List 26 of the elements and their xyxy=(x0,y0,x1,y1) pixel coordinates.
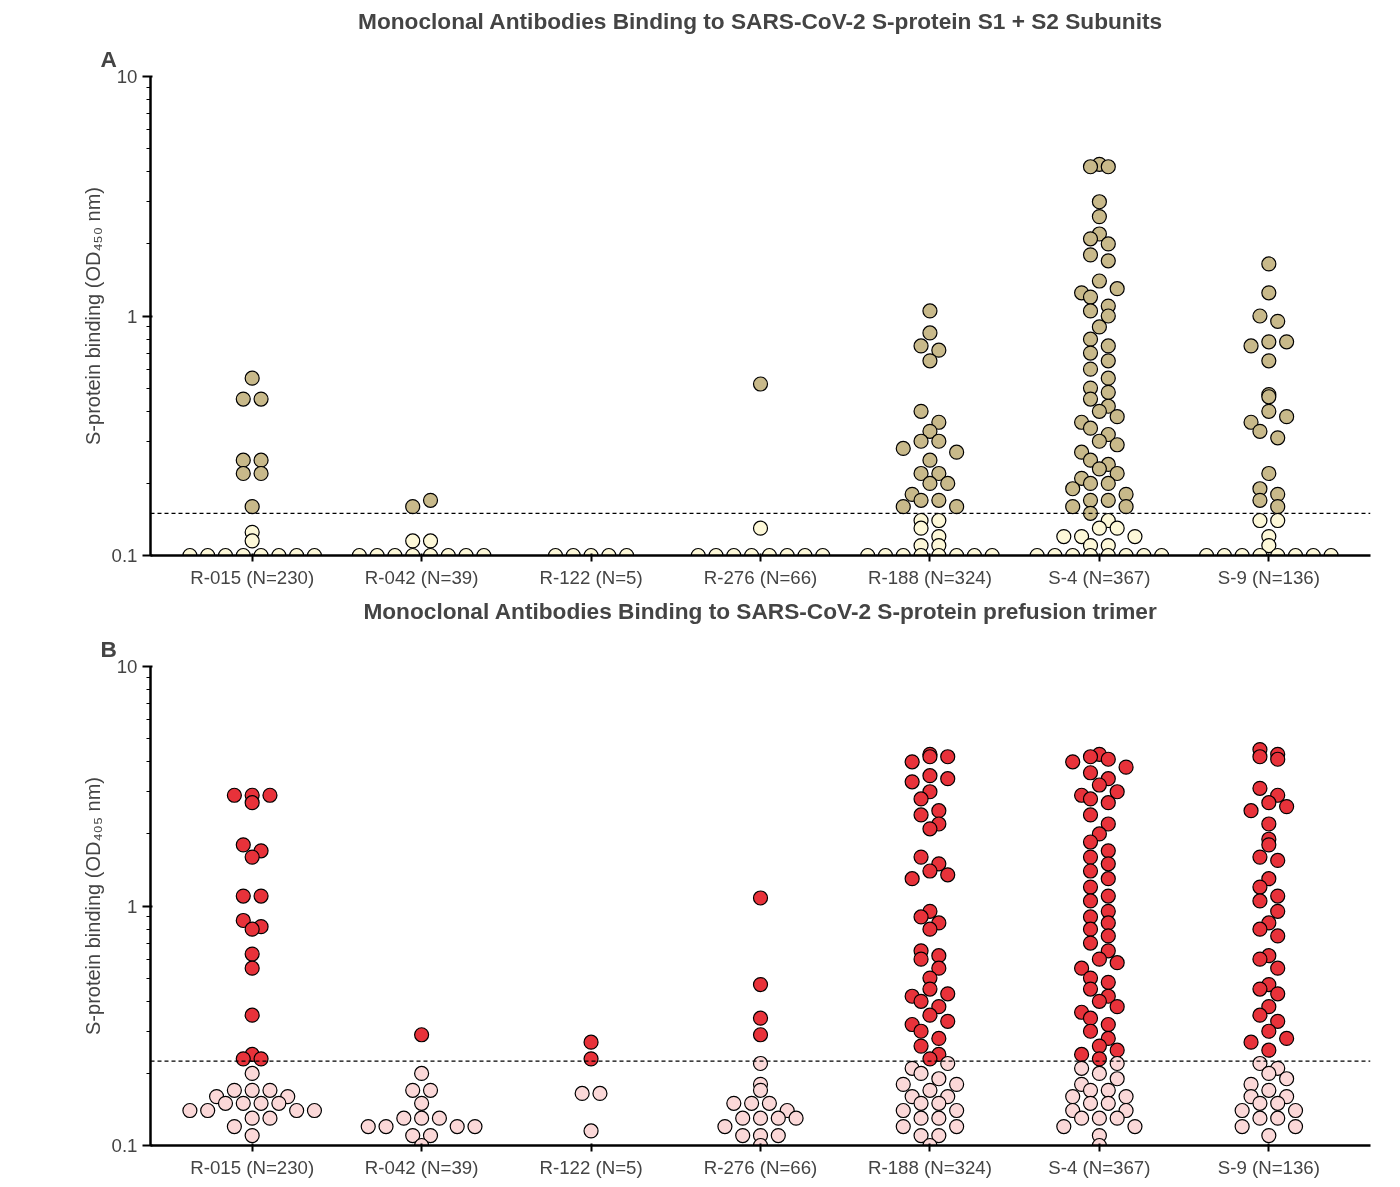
y-tick-label: 0.1 xyxy=(111,545,138,566)
x-tick-label: S-9 (N=136) xyxy=(1217,1156,1320,1178)
x-tick-label: R-122 (N=5) xyxy=(539,566,643,588)
x-tick-label: R-276 (N=66) xyxy=(703,566,818,588)
x-tick-label: R-188 (N=324) xyxy=(867,1156,992,1178)
y-tick-label: 10 xyxy=(116,66,138,87)
x-tick-label: R-122 (N=5) xyxy=(539,1156,643,1178)
text: A xyxy=(100,45,117,72)
y-tick-label: 0.1 xyxy=(111,1135,138,1156)
x-tick-label: R-276 (N=66) xyxy=(703,1156,818,1178)
x-tick-label: S-4 (N=367) xyxy=(1048,1156,1151,1178)
x-tick-label: R-042 (N=39) xyxy=(364,566,479,588)
x-tick-label: S-9 (N=136) xyxy=(1217,566,1320,588)
text: B xyxy=(100,635,117,662)
x-tick-label: R-042 (N=39) xyxy=(364,1156,479,1178)
x-tick-label: R-188 (N=324) xyxy=(867,566,992,588)
x-tick-label: S-4 (N=367) xyxy=(1048,566,1151,588)
x-tick-label: R-015 (N=230) xyxy=(190,566,315,588)
chart-title: Monoclonal Antibodies Binding to SARS-CoV-2 S-protein prefusion trimer xyxy=(363,597,1157,624)
y-axis-title: S-protein binding (OD₄₅₀ nm) xyxy=(81,187,104,445)
y-tick-label: 1 xyxy=(127,895,138,917)
y-axis-title: S-protein binding (OD₄₀₅ nm) xyxy=(81,777,104,1035)
chart-title: Monoclonal Antibodies Binding to SARS-CoV-2 S-protein S1 + S2 Subunits xyxy=(358,7,1163,34)
x-tick-label: R-015 (N=230) xyxy=(190,1156,315,1178)
y-tick-label: 10 xyxy=(116,656,138,677)
y-tick-label: 1 xyxy=(127,305,138,327)
